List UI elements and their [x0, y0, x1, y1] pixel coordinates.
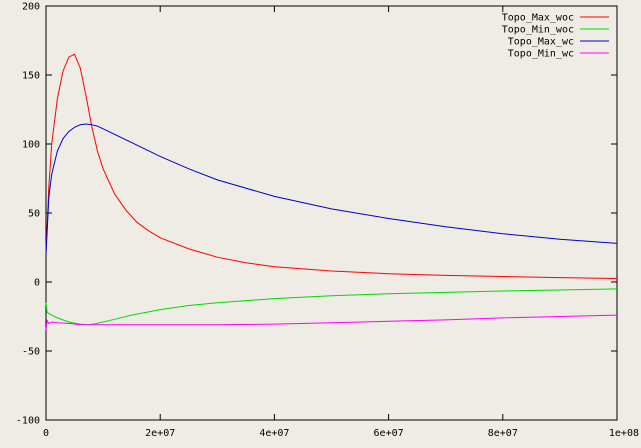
legend-label: Topo_Min_wc — [508, 49, 574, 60]
y-tick-label: 0 — [34, 278, 40, 289]
x-tick-label: 8e+07 — [488, 428, 518, 439]
legend-label: Topo_Max_woc — [502, 13, 574, 24]
y-tick-label: 50 — [28, 209, 40, 220]
legend: Topo_Max_wocTopo_Min_wocTopo_Max_wcTopo_… — [502, 13, 609, 60]
axis-ticks: -100 -50 0 50 100 150 200 0 2e+07 4e+07 6e+07 8e+07… — [16, 2, 639, 440]
x-tick-label: 2e+07 — [145, 428, 175, 439]
y-tick-label: 100 — [22, 140, 40, 151]
x-tick-label: 6e+07 — [374, 428, 404, 439]
series-line-Topo_Max_woc — [45, 53, 618, 279]
series-line-Topo_Max_wc — [45, 123, 618, 255]
x-tick-label: 0 — [43, 428, 49, 439]
series-line-Topo_Min_woc — [45, 288, 618, 326]
y-tick-label: 200 — [22, 2, 40, 13]
legend-label: Topo_Max_wc — [508, 37, 574, 48]
legend-label: Topo_Min_woc — [502, 25, 574, 36]
y-tick-label: -50 — [22, 347, 40, 358]
x-tick-label: 4e+07 — [259, 428, 289, 439]
series-group — [45, 53, 618, 331]
series-line-Topo_Min_wc — [45, 314, 618, 331]
y-tick-label: -100 — [16, 416, 40, 427]
plot-frame — [45, 5, 618, 421]
y-tick-label: 150 — [22, 71, 40, 82]
x-tick-label: 1e+08 — [609, 428, 639, 439]
